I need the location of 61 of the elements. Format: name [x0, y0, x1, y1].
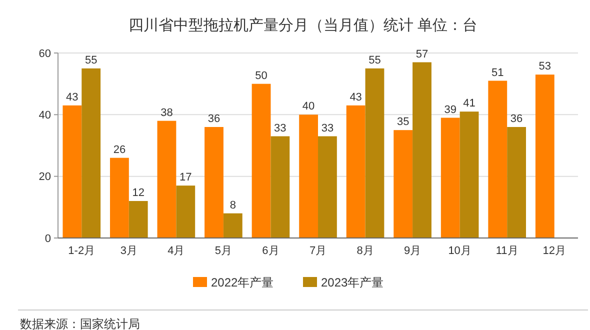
x-tick-label: 7月 — [309, 245, 327, 257]
bar — [507, 127, 526, 238]
source-note: 数据来源：国家统计局 — [20, 317, 140, 330]
bar — [318, 136, 337, 238]
bar — [488, 80, 508, 238]
data-label: 12 — [132, 187, 144, 199]
data-label: 51 — [492, 66, 504, 79]
bar — [535, 74, 554, 238]
bar — [460, 112, 479, 238]
data-label: 26 — [113, 144, 126, 156]
bar — [204, 127, 224, 238]
data-label: 53 — [538, 60, 552, 73]
bar — [223, 213, 242, 238]
y-tick-label: 20 — [38, 171, 51, 184]
data-label: 55 — [368, 54, 381, 66]
bar — [157, 120, 176, 238]
bar — [346, 105, 366, 238]
x-tick-label: 8月 — [356, 245, 374, 257]
x-tick-label: 10月 — [448, 245, 472, 257]
data-label: 8 — [230, 199, 236, 212]
x-tick-label: 4月 — [168, 245, 185, 257]
x-tick-label: 12月 — [542, 245, 566, 257]
bar — [176, 186, 196, 238]
bar — [62, 105, 82, 238]
data-label: 33 — [321, 122, 334, 134]
data-label: 39 — [444, 104, 456, 116]
data-label: 40 — [302, 100, 315, 113]
data-label: 43 — [66, 91, 78, 104]
bar — [412, 62, 432, 238]
data-label: 57 — [416, 48, 428, 60]
x-tick-label: 3月 — [120, 245, 138, 257]
data-label: 41 — [463, 98, 476, 110]
data-label: 35 — [396, 116, 410, 128]
x-tick-label: 5月 — [214, 245, 232, 257]
bar — [365, 68, 384, 238]
data-label: 43 — [350, 91, 362, 104]
x-tick-label: 9月 — [404, 245, 422, 257]
bar — [82, 68, 101, 238]
data-label: 36 — [510, 113, 523, 125]
x-tick-label: 6月 — [262, 245, 280, 257]
y-tick-label: 40 — [38, 110, 51, 122]
bar — [440, 118, 460, 238]
data-label: 33 — [274, 122, 286, 134]
bar — [394, 130, 413, 238]
x-tick-label: 1-2月 — [68, 245, 96, 257]
bar — [110, 158, 129, 238]
data-label: 50 — [255, 70, 268, 82]
legend-label: 2022年产量 — [211, 276, 274, 290]
bar — [252, 84, 271, 238]
legend-label: 2023年产量 — [321, 276, 384, 290]
bar — [299, 114, 318, 238]
data-label: 55 — [84, 54, 98, 66]
data-label: 38 — [160, 106, 173, 119]
data-label: 17 — [180, 172, 192, 184]
bar — [270, 136, 290, 238]
y-tick-label: 0 — [44, 232, 51, 245]
x-tick-label: 11月 — [496, 245, 518, 257]
bar — [128, 201, 148, 238]
y-tick-label: 60 — [38, 48, 51, 60]
data-label: 36 — [208, 113, 220, 125]
chart-title: 四川省中型拖拉机产量分月（当月值）统计 单位：台 — [128, 17, 478, 34]
